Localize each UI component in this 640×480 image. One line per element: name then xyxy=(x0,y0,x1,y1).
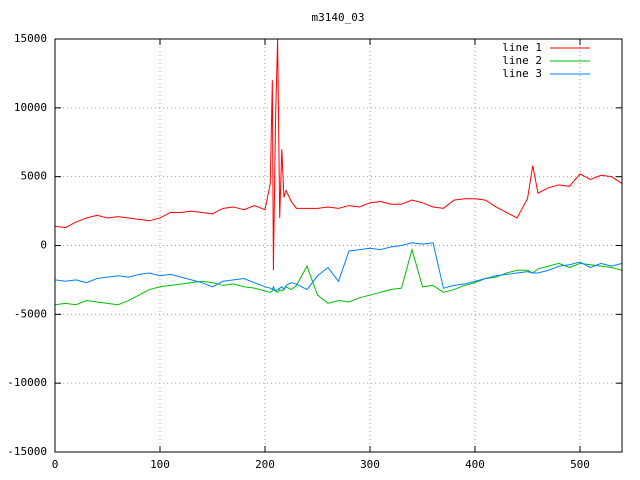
legend-label: line 2 xyxy=(502,54,542,67)
chart-title: m3140_03 xyxy=(312,11,365,24)
plot-border xyxy=(54,38,623,453)
legend-label: line 3 xyxy=(502,67,542,80)
series-line xyxy=(55,247,622,306)
legend-label: line 1 xyxy=(502,41,542,54)
y-tick-label: 0 xyxy=(40,239,47,252)
x-tick-label: 100 xyxy=(150,458,170,471)
y-tick-label: -10000 xyxy=(7,376,47,389)
x-tick-label: 200 xyxy=(255,458,275,471)
x-tick-label: 300 xyxy=(360,458,380,471)
x-tick-label: 400 xyxy=(465,458,485,471)
y-tick-label: -5000 xyxy=(14,307,47,320)
y-tick-label: -15000 xyxy=(7,445,47,458)
series-line xyxy=(55,39,622,271)
y-tick-label: 5000 xyxy=(21,170,48,183)
x-tick-label: 500 xyxy=(570,458,590,471)
series-line xyxy=(55,242,622,292)
y-tick-label: 15000 xyxy=(14,32,47,45)
y-tick-label: 10000 xyxy=(14,101,47,114)
x-tick-label: 0 xyxy=(52,458,59,471)
